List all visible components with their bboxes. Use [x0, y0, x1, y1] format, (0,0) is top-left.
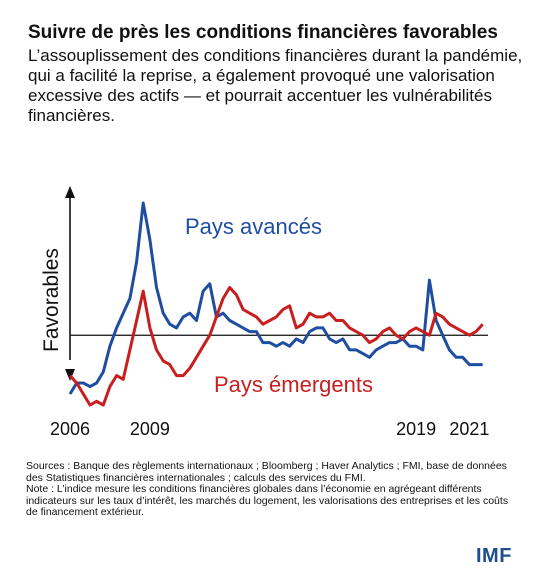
sources-text: Sources : Banque des règlements internat… [26, 460, 507, 484]
note-text: Note : L’indice mesure les conditions fi… [26, 483, 509, 518]
series-label-advanced: Pays avancés [185, 214, 322, 239]
series-label-emerging: Pays émergents [214, 372, 373, 397]
chart-subtitle: L’assouplissement des conditions financi… [28, 46, 523, 125]
series-line-emerging [68, 286, 484, 407]
x-tick-label: 2019 [396, 419, 436, 439]
sources-block: Sources : Banque des règlements internat… [26, 460, 516, 519]
x-tick-label: 2021 [449, 419, 489, 439]
y-axis-label: Favorables [40, 248, 63, 352]
series-line-advanced [68, 201, 483, 395]
y-axis-arrow-down [65, 369, 75, 381]
x-tick-label: 2009 [130, 419, 170, 439]
chart-title: Suivre de près les conditions financière… [28, 22, 498, 43]
y-axis-arrow-up [65, 186, 75, 198]
x-tick-label: 2006 [50, 419, 90, 439]
imf-logo: IMF [476, 545, 512, 567]
line-chart: Favorables 2006 2009 2019 2021 Pays avancés… [40, 186, 489, 439]
